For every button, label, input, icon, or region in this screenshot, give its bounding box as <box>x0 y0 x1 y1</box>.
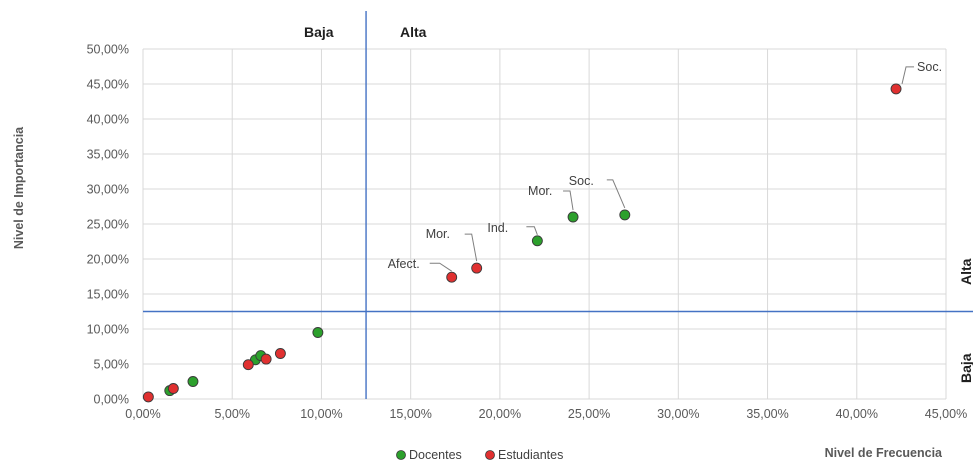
y-tick-label: 15,00% <box>87 288 129 302</box>
x-tick-label: 5,00% <box>214 407 249 421</box>
x-tick-label: 45,00% <box>925 407 967 421</box>
data-points <box>142 83 902 403</box>
data-point-docentes <box>312 327 324 338</box>
annotation-leader-line <box>429 262 452 272</box>
data-point-estudiantes <box>274 348 286 359</box>
annotation-label: Mor. <box>528 184 552 198</box>
data-point-estudiantes <box>167 383 179 394</box>
data-point-estudiantes <box>446 271 458 283</box>
annotation-label: Soc. <box>569 174 594 188</box>
data-point-estudiantes <box>890 83 902 95</box>
quadrant-label-top-right: Alta <box>400 24 427 40</box>
data-point-estudiantes <box>260 353 272 365</box>
data-point-docentes <box>187 376 199 387</box>
y-tick-label: 10,00% <box>87 323 129 337</box>
data-point-docentes <box>619 209 631 221</box>
annotation-leader-line <box>464 233 478 262</box>
data-point-docentes <box>531 235 543 247</box>
x-tick-label: 25,00% <box>568 407 610 421</box>
y-tick-label: 35,00% <box>87 148 129 162</box>
legend-marker-estudiantes <box>485 450 495 460</box>
x-tick-label: 20,00% <box>479 407 521 421</box>
quadrant-label-right-lower: Baja <box>958 353 973 383</box>
data-point-estudiantes <box>471 262 483 274</box>
x-tick-label: 0,00% <box>125 407 160 421</box>
y-tick-label: 5,00% <box>94 358 129 372</box>
y-tick-label: 20,00% <box>87 253 129 267</box>
y-tick-label: 0,00% <box>94 393 129 407</box>
annotation-leader-line <box>606 179 626 209</box>
data-point-estudiantes <box>142 391 154 403</box>
reference-lines <box>143 11 973 399</box>
annotation-leader-line <box>563 190 574 211</box>
x-tick-label: 40,00% <box>836 407 878 421</box>
x-tick-label: 30,00% <box>657 407 699 421</box>
quadrant-label-top-left: Baja <box>304 24 334 40</box>
quadrant-label-right-upper: Alta <box>958 258 973 285</box>
legend-label-docentes: Docentes <box>409 448 462 462</box>
annotation-label: Afect. <box>388 257 420 271</box>
y-tick-label: 45,00% <box>87 78 129 92</box>
legend: Docentes Estudiantes <box>396 448 563 462</box>
annotation-leader-line <box>526 226 538 235</box>
annotation-leader-line <box>901 66 915 85</box>
x-tick-label: 10,00% <box>300 407 342 421</box>
y-tick-label: 30,00% <box>87 183 129 197</box>
legend-label-estudiantes: Estudiantes <box>498 448 563 462</box>
y-tick-label: 50,00% <box>87 43 129 57</box>
x-tick-label: 35,00% <box>746 407 788 421</box>
y-tick-label: 25,00% <box>87 218 129 232</box>
x-tick-label: 15,00% <box>389 407 431 421</box>
annotation-label: Mor. <box>426 227 450 241</box>
data-point-estudiantes <box>242 359 254 371</box>
tick-labels: 0,00% 5,00% 10,00% 15,00% 20,00% 25,00% 30,00%… <box>87 43 968 422</box>
grid <box>142 48 947 400</box>
y-tick-label: 40,00% <box>87 113 129 127</box>
legend-marker-docentes <box>396 450 406 460</box>
y-axis-title: Nivel de Importancia <box>12 126 26 249</box>
annotation-label: Soc. <box>917 60 942 74</box>
annotation-label: Ind. <box>487 221 508 235</box>
x-axis-title: Nivel de Frecuencia <box>825 446 943 460</box>
data-point-docentes <box>567 211 579 223</box>
point-annotations: Ind. Mor. Soc. Afect. Mor. Soc. <box>388 60 942 272</box>
